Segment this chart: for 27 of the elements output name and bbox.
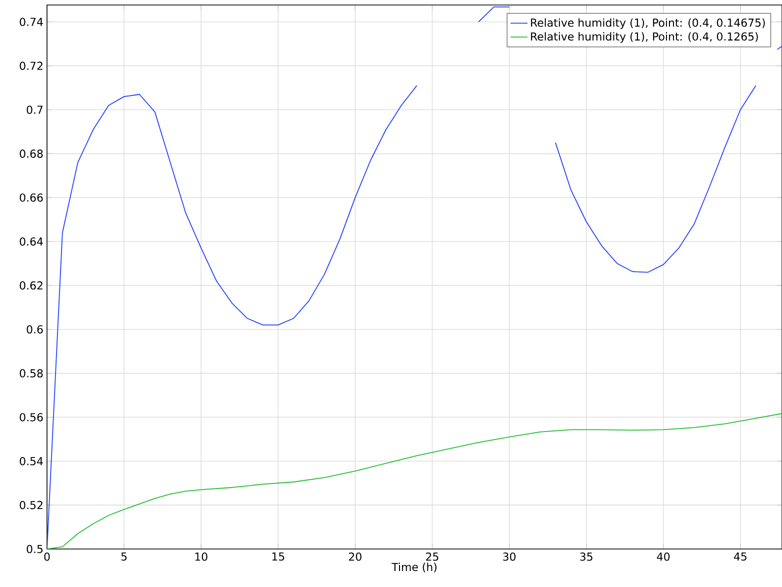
y-tick-label: 0.5 [26,544,43,554]
y-tick-label: 0.6 [26,325,43,334]
x-tick-label: 5 [121,552,127,561]
y-tick-label: 0.54 [20,457,43,466]
y-tick-label: 0.62 [20,281,42,290]
y-tick-label: 0.52 [20,500,42,510]
y-tick-label: 0.66 [20,193,43,202]
legend-label: Relative humidity (1), Point: (0.4, 0.14675) [531,18,765,29]
x-tick-label: 20 [349,552,362,561]
y-tick-label: 0.64 [20,237,43,246]
y-tick-label: 0.72 [20,62,42,70]
y-tick-label: 0.58 [20,369,43,378]
x-tick-label: 35 [580,552,592,561]
y-tick-label: 0.7 [26,106,43,114]
line-series [47,413,782,549]
x-tick-label: 40 [656,552,670,561]
y-tick-label: 0.68 [20,150,43,158]
x-tick-label: 0 [44,552,50,561]
legend-label: Relative humidity (1), Point: (0.4, 0.1265) [531,32,758,43]
x-axis-title: Time (h) [392,562,436,572]
x-tick-label: 25 [426,552,438,561]
x-tick-label: 45 [734,552,746,561]
x-tick-label: 10 [195,552,208,561]
x-tick-label: 30 [503,552,516,561]
y-tick-label: 0.74 [20,18,43,26]
x-tick-label: 15 [272,552,284,561]
y-tick-label: 0.56 [20,413,43,422]
